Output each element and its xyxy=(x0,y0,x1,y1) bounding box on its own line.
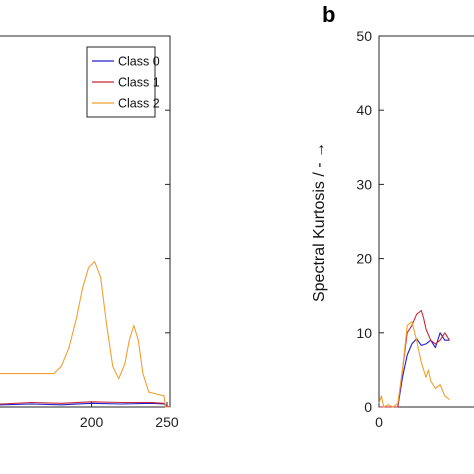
right-series-class-2 xyxy=(378,321,450,408)
right-y-tick-label: 10 xyxy=(356,325,372,341)
right-y-tick-label: 50 xyxy=(356,28,372,44)
right-y-tick-label: 30 xyxy=(356,176,372,192)
right-y-tick-label: 20 xyxy=(356,251,372,267)
legend-label: Class 2 xyxy=(118,97,160,111)
left-plot-series xyxy=(0,261,171,408)
right-x-tick-label: 0 xyxy=(375,414,383,430)
right-plot-frame xyxy=(378,35,474,408)
panel-letter-b: b xyxy=(322,2,335,27)
right-plot-series xyxy=(378,309,450,408)
left-x-tick-label: 200 xyxy=(80,414,104,430)
right-axis-ticks: 00 10 20 30 40 50 xyxy=(356,28,384,430)
left-axis-ticks: 200 250 xyxy=(80,35,179,430)
left-panel: 200 250 Class 0 Class 1 Class 2 xyxy=(0,35,179,430)
right-y-tick-label: 0 xyxy=(364,399,372,415)
left-series-class-2 xyxy=(0,261,170,408)
right-series-class-0 xyxy=(379,332,450,408)
right-y-tick-label: 40 xyxy=(356,102,372,118)
left-plot-frame xyxy=(0,35,171,408)
legend-label: Class 0 xyxy=(118,55,160,69)
right-y-axis-label: Spectral Kurtosis / - → xyxy=(311,142,328,302)
legend-label: Class 1 xyxy=(118,76,160,90)
left-x-tick-label: 250 xyxy=(155,414,179,430)
legend: Class 0 Class 1 Class 2 xyxy=(86,46,160,118)
right-panel: b Spectral Kurtosis / - → 00 10 20 30 40 50 xyxy=(311,2,474,430)
right-series-class-1 xyxy=(379,309,450,408)
left-series-class-0 xyxy=(0,402,171,408)
